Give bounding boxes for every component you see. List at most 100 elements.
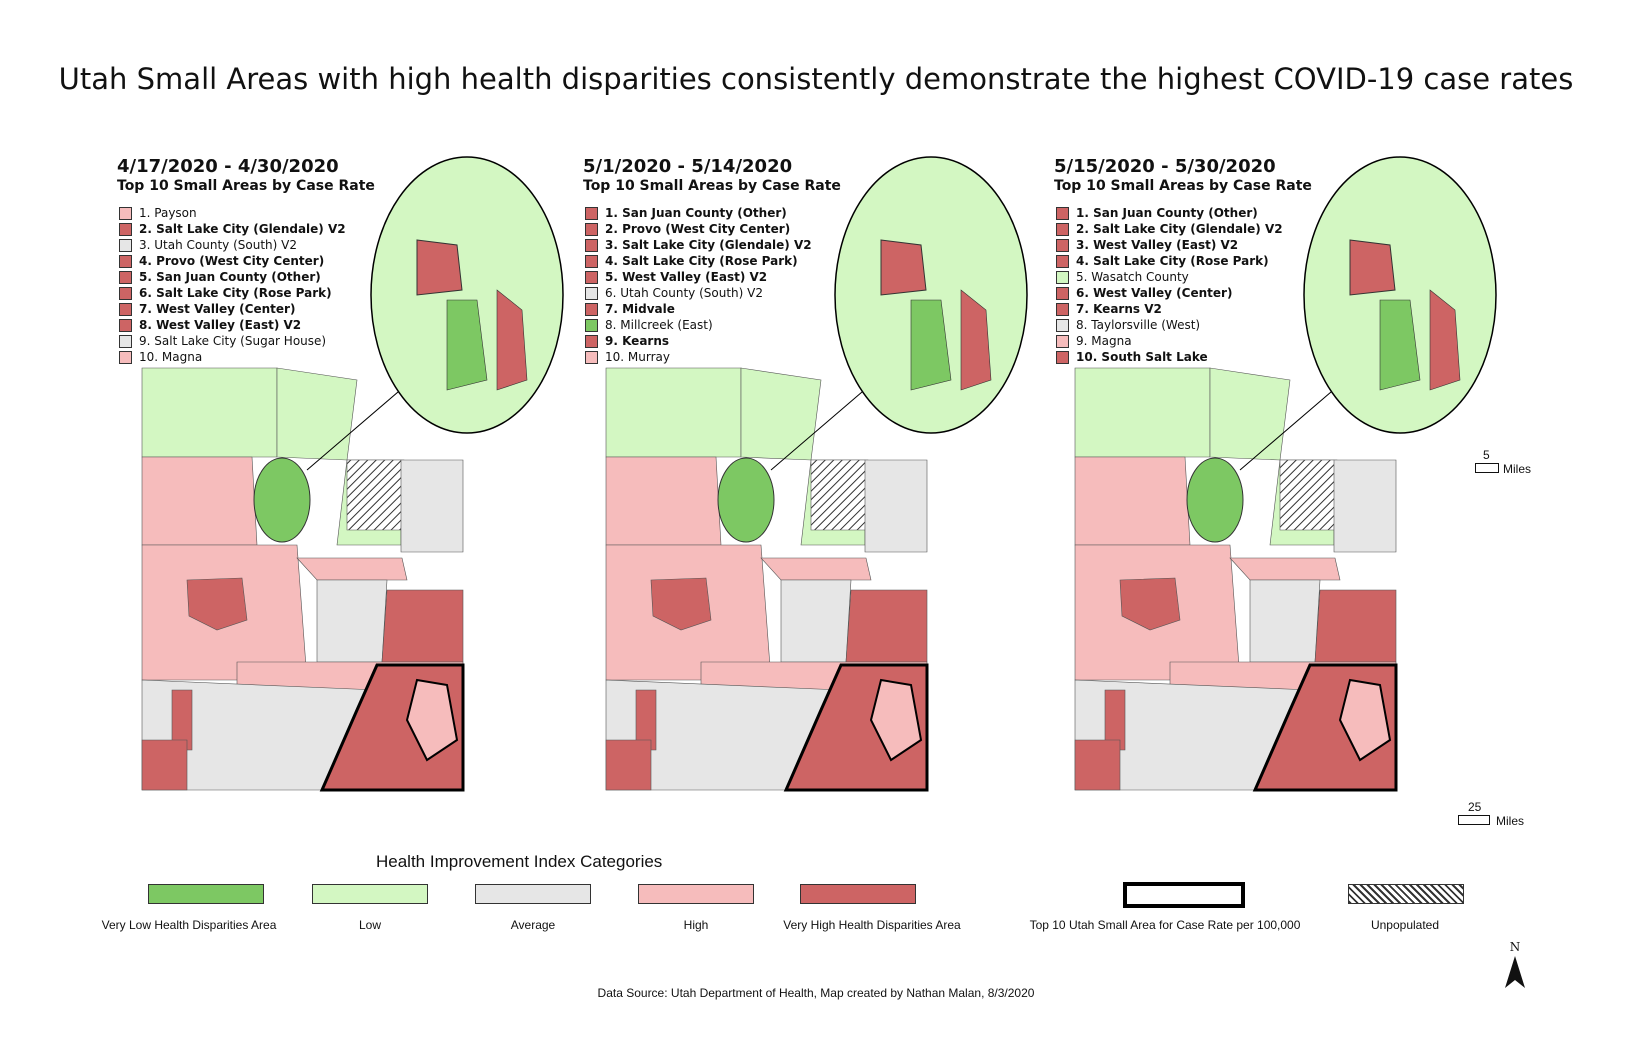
category-swatch: [1056, 335, 1069, 348]
category-swatch: [1056, 239, 1069, 252]
period-label: 5/15/2020 - 5/30/2020: [1054, 156, 1276, 177]
legend-item-very-low: Very Low Health Disparities Area: [89, 884, 289, 944]
san-juan-inner-region: [869, 678, 923, 762]
central-region: [296, 557, 408, 581]
uintah-region: [864, 459, 928, 553]
north-label: N: [1509, 940, 1521, 954]
inset-scale-unit: Miles: [1503, 462, 1532, 476]
category-swatch: [119, 207, 132, 220]
washington-region: [141, 739, 188, 791]
panel-3: 5/15/2020 - 5/30/2020 Top 10 Small Areas…: [1054, 150, 1574, 850]
top10-item: 4. Salt Lake City (Rose Park): [1056, 253, 1283, 269]
iron-region: [635, 689, 657, 751]
category-swatch: [1056, 271, 1069, 284]
unpopulated-region: [1279, 459, 1338, 531]
legend-label: Very Low Health Disparities Area: [101, 918, 277, 932]
top10-item: 1. San Juan County (Other): [585, 205, 812, 221]
category-swatch: [1056, 319, 1069, 332]
inset-rose-park: [880, 239, 927, 296]
iron-region: [171, 689, 193, 751]
zoom-leader-line: [306, 379, 413, 471]
iron-region: [1104, 689, 1126, 751]
west-desert-region: [605, 456, 722, 546]
uintah-region: [1333, 459, 1397, 553]
legend-title: Health Improvement Index Categories: [376, 852, 663, 871]
top10-item: 1. Payson: [119, 205, 346, 221]
category-swatch: [119, 287, 132, 300]
main-scale-bar: 25 Miles: [1458, 800, 1538, 830]
top10-subtitle: Top 10 Small Areas by Case Rate: [583, 178, 841, 194]
central-region: [760, 557, 872, 581]
north-region: [141, 367, 278, 458]
legend-swatch: [800, 884, 916, 904]
legend-swatch: [638, 884, 754, 904]
category-swatch: [119, 239, 132, 252]
grand-region: [1314, 589, 1397, 663]
inset-green-zone: [1379, 299, 1421, 391]
north-region-2: [276, 367, 358, 461]
legend-item-unpopulated: Unpopulated: [1305, 884, 1505, 944]
metro-area-marker: [717, 457, 775, 543]
category-swatch: [585, 207, 598, 220]
zoom-leader-line: [770, 379, 877, 471]
legend-swatch: [1348, 884, 1464, 904]
inset-rose-park: [416, 239, 463, 296]
metro-area-marker: [1186, 457, 1244, 543]
top10-item: 6. Salt Lake City (Rose Park): [119, 285, 346, 301]
legend-item-low: Low: [270, 884, 470, 944]
west-desert-region: [1074, 456, 1191, 546]
washington-region: [1074, 739, 1121, 791]
top10-item: 1. San Juan County (Other): [1056, 205, 1283, 221]
north-region-2: [740, 367, 822, 461]
san-juan-inner-region: [405, 678, 459, 762]
top10-item: 2. Salt Lake City (Glendale) V2: [119, 221, 346, 237]
inset-ellipse: [370, 156, 564, 434]
millard-region: [1119, 577, 1181, 631]
top10-subtitle: Top 10 Small Areas by Case Rate: [1054, 178, 1312, 194]
category-swatch: [585, 303, 598, 316]
category-swatch: [585, 239, 598, 252]
category-swatch: [119, 351, 132, 364]
inset-ellipse: [1303, 156, 1497, 434]
metro-area-marker: [253, 457, 311, 543]
top10-list: 1. Payson 2. Salt Lake City (Glendale) V…: [119, 205, 346, 365]
top10-item: 4. Salt Lake City (Rose Park): [585, 253, 812, 269]
top10-item: 7. Midvale: [585, 301, 812, 317]
inset-east-zone: [960, 289, 992, 391]
legend-label: Top 10 Utah Small Area for Case Rate per…: [1029, 918, 1301, 932]
main-scale-unit: Miles: [1496, 814, 1525, 828]
top10-item: 3. Salt Lake City (Glendale) V2: [585, 237, 812, 253]
inset-ellipse: [834, 156, 1028, 434]
top10-subtitle: Top 10 Small Areas by Case Rate: [117, 178, 375, 194]
utah-map: [605, 156, 1028, 792]
top10-item: 3. West Valley (East) V2: [1056, 237, 1283, 253]
top10-list: 1. San Juan County (Other) 2. Provo (Wes…: [585, 205, 812, 365]
category-swatch: [585, 287, 598, 300]
inset-rose-park: [1349, 239, 1396, 296]
inset-green-zone: [910, 299, 952, 391]
category-swatch: [119, 255, 132, 268]
zoom-leader-line: [1239, 379, 1346, 471]
category-swatch: [585, 351, 598, 364]
legend-item-very-high: Very High Health Disparities Area: [772, 884, 972, 944]
top10-item: 2. Salt Lake City (Glendale) V2: [1056, 221, 1283, 237]
category-swatch: [119, 335, 132, 348]
category-swatch: [585, 319, 598, 332]
legend-item-top10: Top 10 Utah Small Area for Case Rate per…: [1015, 882, 1315, 944]
category-swatch: [119, 271, 132, 284]
category-swatch: [1056, 207, 1069, 220]
san-juan-inner-region: [1338, 678, 1392, 762]
legend-swatch: [148, 884, 264, 904]
top10-item: 5. Wasatch County: [1056, 269, 1283, 285]
category-swatch: [119, 319, 132, 332]
map-title: Utah Small Areas with high health dispar…: [58, 62, 1574, 96]
category-swatch: [1056, 255, 1069, 268]
category-swatch: [1056, 287, 1069, 300]
north-region-2: [1209, 367, 1291, 461]
top10-item: 8. Millcreek (East): [585, 317, 812, 333]
category-swatch: [119, 303, 132, 316]
top10-item: 9. Magna: [1056, 333, 1283, 349]
category-swatch: [585, 271, 598, 284]
panel-2: 5/1/2020 - 5/14/2020 Top 10 Small Areas …: [583, 150, 1103, 850]
legend-swatch: [312, 884, 428, 904]
